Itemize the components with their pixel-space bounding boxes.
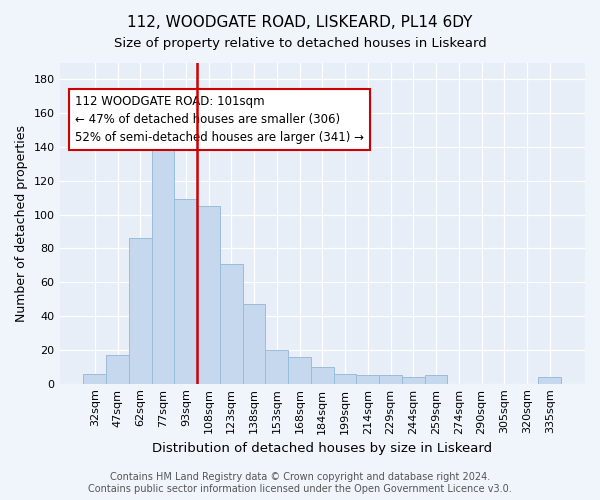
Bar [83,374,106,384]
Text: 112 WOODGATE ROAD: 101sqm
← 47% of detached houses are smaller (306)
52% of semi: 112 WOODGATE ROAD: 101sqm ← 47% of detac… [76,94,364,144]
Bar [311,367,334,384]
Bar [220,264,242,384]
Bar [197,206,220,384]
Bar [402,377,425,384]
Bar [379,375,402,384]
Y-axis label: Number of detached properties: Number of detached properties [15,124,28,322]
Bar [175,200,197,384]
Text: Size of property relative to detached houses in Liskeard: Size of property relative to detached ho… [113,38,487,51]
Bar [242,304,265,384]
Bar [152,137,175,384]
Bar [265,350,288,384]
Bar [288,356,311,384]
Text: 112, WOODGATE ROAD, LISKEARD, PL14 6DY: 112, WOODGATE ROAD, LISKEARD, PL14 6DY [127,15,473,30]
Text: Contains HM Land Registry data © Crown copyright and database right 2024.
Contai: Contains HM Land Registry data © Crown c… [88,472,512,494]
Bar [425,375,448,384]
Bar [106,355,129,384]
X-axis label: Distribution of detached houses by size in Liskeard: Distribution of detached houses by size … [152,442,493,455]
Bar [334,374,356,384]
Bar [356,375,379,384]
Bar [538,377,561,384]
Bar [129,238,152,384]
